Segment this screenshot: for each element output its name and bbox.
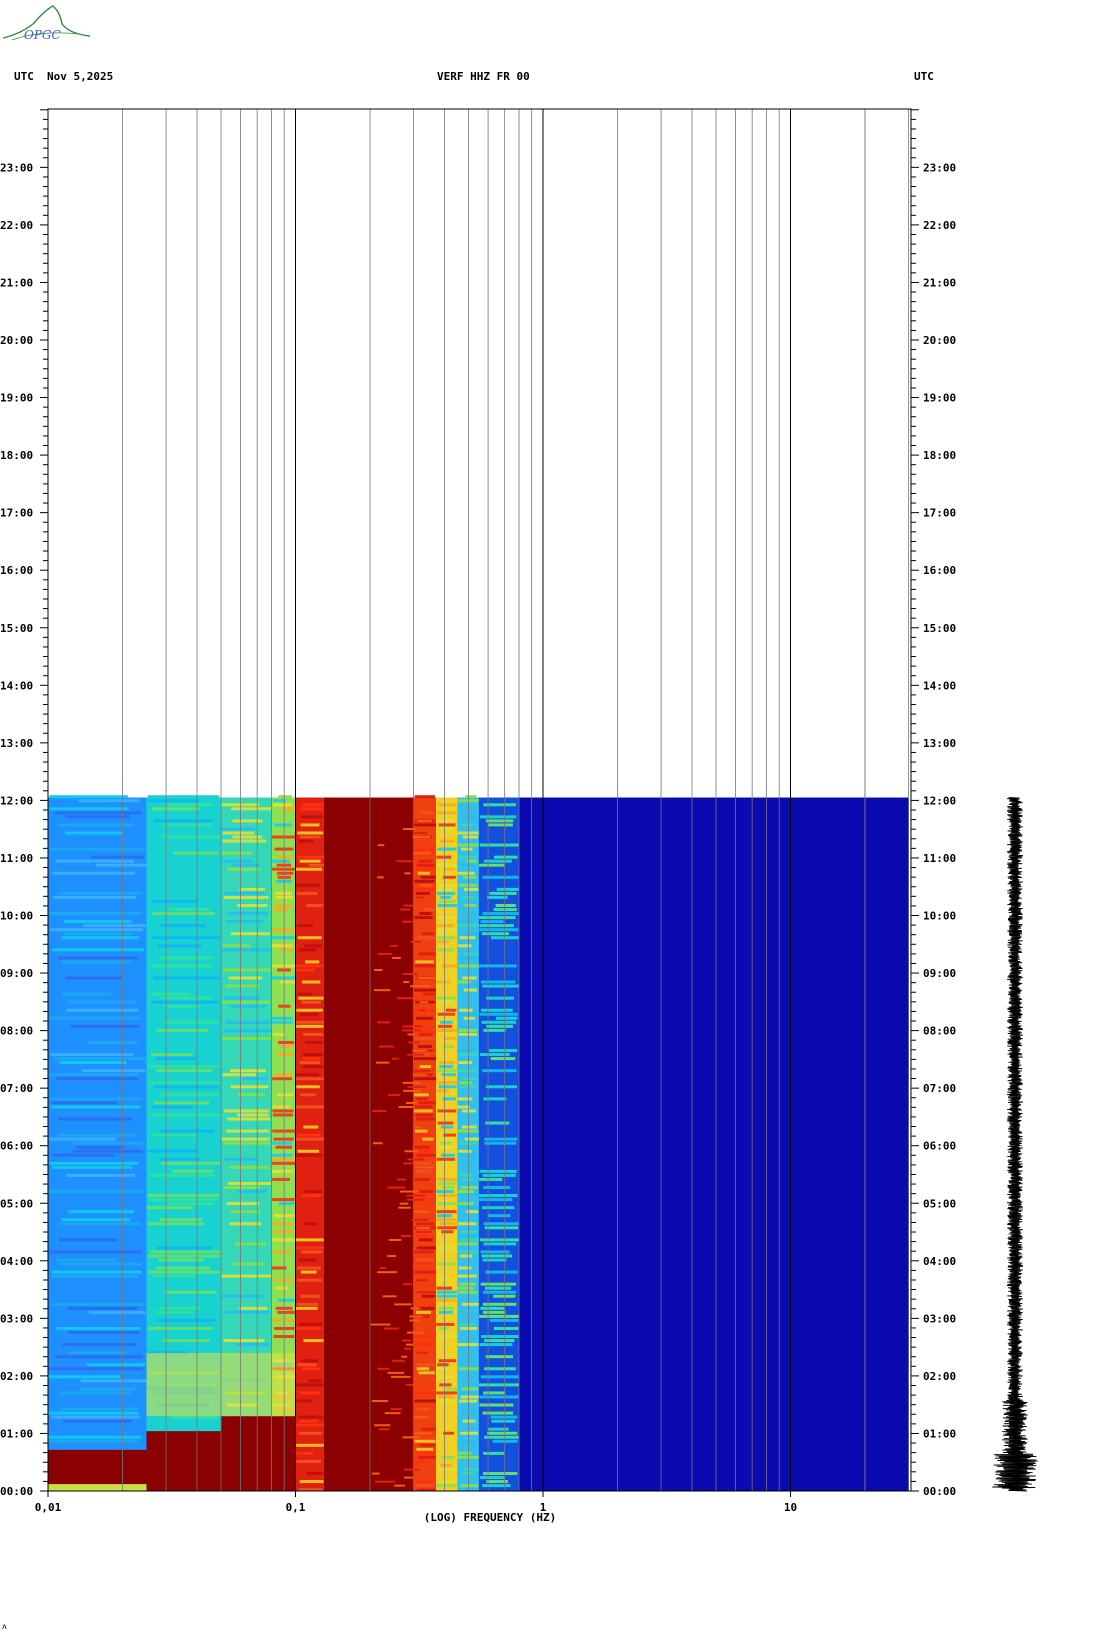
y-tick-label-left: 08:00: [0, 1025, 33, 1038]
y-tick-label-left: 16:00: [0, 564, 33, 577]
y-tick-label-right: 06:00: [923, 1140, 956, 1153]
y-tick-label-left: 14:00: [0, 679, 33, 692]
left-timezone: UTC: [14, 70, 34, 83]
x-tick-label: 0,01: [35, 1501, 62, 1514]
x-axis-label: (LOG) FREQUENCY (HZ): [424, 1511, 556, 1524]
y-tick-label-right: 08:00: [923, 1025, 956, 1038]
y-tick-label-left: 03:00: [0, 1312, 33, 1325]
y-tick-label-left: 06:00: [0, 1140, 33, 1153]
y-tick-label-left: 09:00: [0, 967, 33, 980]
y-tick-label-left: 12:00: [0, 794, 33, 807]
logo-text: OPGC: [24, 28, 61, 42]
y-tick-label-left: 07:00: [0, 1082, 33, 1095]
y-tick-label-right: 05:00: [923, 1197, 956, 1210]
y-tick-label-left: 17:00: [0, 507, 33, 520]
station-title: VERF HHZ FR 00: [437, 70, 530, 83]
band-0.3-0.37: [413, 797, 437, 1491]
y-tick-label-right: 19:00: [923, 392, 956, 405]
early-band-3: [220, 1416, 296, 1491]
y-tick-label-right: 04:00: [923, 1255, 956, 1268]
chart-date: Nov 5,2025: [47, 70, 114, 83]
y-tick-label-left: 18:00: [0, 449, 33, 462]
y-tick-label-left: 04:00: [0, 1255, 33, 1268]
opgc-logo: OPGC: [0, 0, 95, 49]
y-tick-label-left: 22:00: [0, 219, 33, 232]
y-tick-label-left: 21:00: [0, 276, 33, 289]
y-tick-label-right: 10:00: [923, 910, 956, 923]
y-tick-label-right: 23:00: [923, 161, 956, 174]
early-band-2: [146, 1431, 221, 1491]
y-tick-label-left: 01:00: [0, 1427, 33, 1440]
band-0.8-30: [519, 797, 909, 1491]
x-tick-label: 1: [540, 1501, 547, 1514]
seismogram-trace: [992, 797, 1038, 1492]
y-tick-label-right: 20:00: [923, 334, 956, 347]
corner-mark: ʌ: [2, 1622, 7, 1631]
y-tick-label-right: 22:00: [923, 219, 956, 232]
y-tick-label-right: 01:00: [923, 1427, 956, 1440]
y-tick-label-right: 15:00: [923, 622, 956, 635]
band-0.13-0.3: [323, 797, 414, 1491]
y-tick-label-right: 07:00: [923, 1082, 956, 1095]
y-tick-label-right: 03:00: [923, 1312, 956, 1325]
right-timezone: UTC: [914, 70, 934, 83]
y-tick-label-left: 15:00: [0, 622, 33, 635]
y-tick-label-right: 09:00: [923, 967, 956, 980]
y-tick-label-right: 11:00: [923, 852, 956, 865]
y-tick-label-left: 11:00: [0, 852, 33, 865]
y-axis-right: 00:00 01:00 02:00 03:00 04:00 05:00 06:00 07:00…: [911, 109, 956, 1498]
spectrogram-heatmap: [48, 795, 909, 1491]
y-tick-label-left: 20:00: [0, 334, 33, 347]
y-tick-label-right: 21:00: [923, 276, 956, 289]
y-tick-label-right: 18:00: [923, 449, 956, 462]
y-tick-label-right: 13:00: [923, 737, 956, 750]
y-tick-label-left: 13:00: [0, 737, 33, 750]
y-tick-label-right: 14:00: [923, 679, 956, 692]
band-0.1-0.13: [295, 797, 324, 1491]
y-tick-label-right: 02:00: [923, 1370, 956, 1383]
waveform-path: [992, 797, 1038, 1492]
x-tick-label: 0,1: [286, 1501, 306, 1514]
x-tick-label: 10: [784, 1501, 797, 1514]
y-axis-left: 00:00 01:00 02:00 03:00 04:00 05:00 06:00 07:00…: [0, 109, 48, 1498]
y-tick-label-left: 02:00: [0, 1370, 33, 1383]
y-tick-label-right: 00:00: [923, 1485, 956, 1498]
y-tick-label-left: 05:00: [0, 1197, 33, 1210]
y-tick-label-right: 16:00: [923, 564, 956, 577]
y-tick-label-right: 17:00: [923, 507, 956, 520]
y-tick-label-left: 23:00: [0, 161, 33, 174]
x-axis: 0,01 0,1 1 10: [35, 1491, 797, 1514]
y-tick-label-right: 12:00: [923, 794, 956, 807]
y-tick-label-left: 19:00: [0, 392, 33, 405]
y-tick-label-left: 00:00: [0, 1485, 33, 1498]
y-tick-label-left: 10:00: [0, 910, 33, 923]
